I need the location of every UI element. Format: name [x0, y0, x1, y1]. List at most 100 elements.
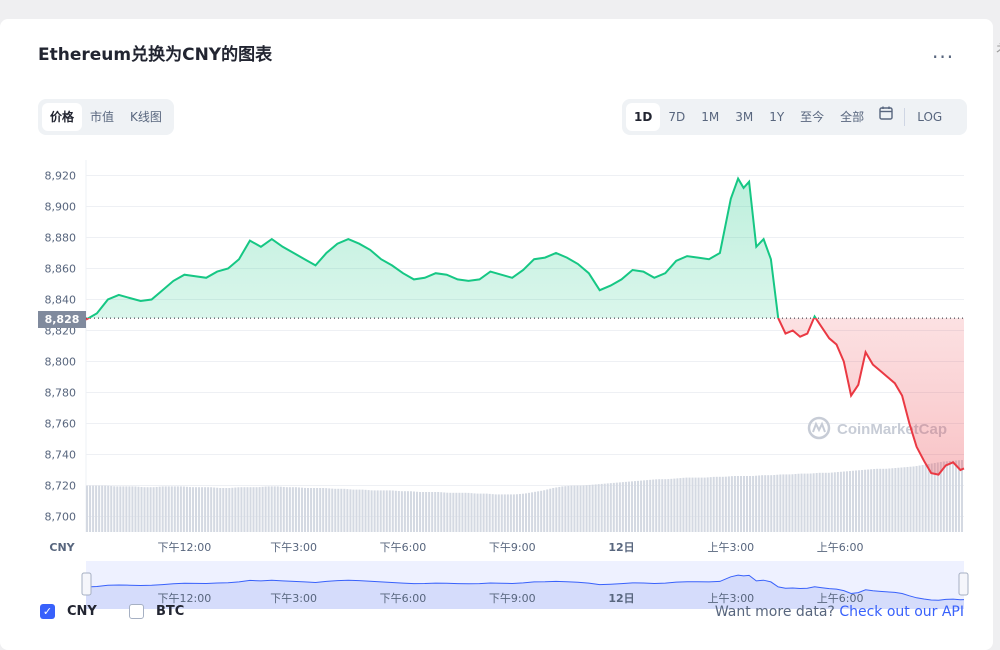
volume-bar — [455, 492, 458, 532]
volume-bar — [930, 463, 933, 532]
volume-bar — [388, 490, 391, 532]
checkbox-unchecked-icon[interactable] — [129, 604, 144, 619]
volume-bar — [951, 460, 954, 532]
volume-bar — [358, 489, 361, 532]
volume-bar — [876, 468, 879, 532]
volume-bar — [464, 492, 467, 532]
tab-market-cap[interactable]: 市值 — [90, 110, 115, 124]
range-1y[interactable]: 1Y — [769, 110, 785, 124]
volume-bar — [915, 466, 918, 532]
volume-bar — [188, 487, 191, 532]
volume-bar — [788, 474, 791, 532]
volume-bar — [237, 487, 240, 532]
volume-bar — [715, 476, 718, 532]
volume-bar — [313, 488, 316, 532]
volume-bar — [767, 475, 770, 532]
volume-bar — [851, 470, 855, 532]
range-1d[interactable]: 1D — [626, 103, 661, 131]
volume-bar — [706, 477, 709, 532]
volume-bar — [912, 466, 915, 532]
range-all[interactable]: 全部 — [840, 110, 865, 124]
volume-bar — [449, 492, 452, 532]
volume-bar — [830, 472, 833, 532]
volume-bar — [164, 486, 167, 532]
navigator-right-handle[interactable] — [958, 572, 969, 596]
volume-bar — [119, 486, 122, 532]
y-tick-label: 8,700 — [45, 511, 77, 524]
volume-bar — [158, 486, 161, 532]
volume-bar — [328, 488, 331, 532]
volume-bar — [640, 480, 643, 532]
volume-bar — [494, 494, 497, 532]
volume-bar — [721, 476, 724, 532]
volume-bar — [370, 490, 373, 532]
volume-bar — [900, 467, 903, 532]
volume-bar — [864, 469, 867, 532]
volume-bar — [615, 482, 618, 532]
calendar-icon[interactable] — [872, 103, 900, 131]
volume-bar — [104, 485, 107, 532]
volume-bar — [276, 486, 279, 532]
volume-bar — [249, 487, 252, 532]
volume-bar — [134, 486, 137, 532]
volume-bar — [409, 491, 412, 532]
volume-bar — [579, 485, 582, 532]
log-scale-button[interactable]: LOG — [917, 110, 943, 124]
volume-bar — [140, 486, 143, 532]
volume-bar — [110, 486, 113, 532]
navigator-x-axis: 下午12:00 下午3:00 下午6:00 下午9:00 12日 上午3:00 上午6:00 — [158, 592, 864, 605]
y-tick-label: 8,800 — [45, 356, 77, 369]
volume-bar — [742, 476, 746, 532]
volume-bar — [512, 494, 515, 532]
navigator-tick-label: 上午6:00 — [817, 592, 864, 605]
volume-bar — [334, 488, 337, 532]
legend-cny[interactable]: ✓ CNY — [40, 604, 97, 619]
volume-bar — [764, 475, 767, 532]
area-below-baseline — [86, 318, 964, 475]
volume-bar — [861, 470, 864, 532]
checkbox-checked-icon[interactable]: ✓ — [40, 604, 55, 619]
legend-btc-label: BTC — [156, 604, 185, 619]
volume-bar — [749, 476, 752, 532]
volume-bar — [131, 486, 134, 532]
range-navigator[interactable]: 下午12:00 下午3:00 下午6:00 下午9:00 12日 上午3:00 上午6:00 — [81, 561, 969, 609]
range-1m[interactable]: 1M — [701, 110, 720, 124]
volume-bar — [685, 477, 688, 532]
api-link[interactable]: Check out our API — [839, 604, 964, 620]
volume-bar — [888, 468, 891, 532]
range-7d[interactable]: 7D — [668, 110, 686, 124]
volume-bar — [294, 487, 297, 532]
volume-bar — [939, 461, 942, 532]
navigator-tick-label: 下午6:00 — [380, 592, 427, 605]
volume-bar — [267, 486, 270, 532]
volume-bar — [476, 493, 479, 532]
volume-bar — [924, 464, 927, 532]
volume-bar — [833, 472, 836, 532]
volume-bar — [282, 486, 285, 532]
tab-price[interactable]: 价格 — [42, 103, 83, 131]
volume-bar — [434, 492, 437, 532]
volume-bar — [297, 487, 300, 532]
legend-btc[interactable]: BTC — [129, 604, 184, 619]
volume-bar — [712, 476, 715, 532]
volume-bar — [537, 491, 540, 532]
volume-bar — [500, 494, 503, 532]
volume-bar — [467, 492, 470, 532]
range-ytd[interactable]: 至今 — [800, 110, 825, 124]
navigator-left-handle[interactable] — [81, 572, 92, 596]
volume-bar — [815, 473, 818, 532]
volume-bar — [310, 488, 313, 532]
range-3m[interactable]: 3M — [735, 110, 754, 124]
volume-bar — [600, 483, 603, 532]
volume-bar — [216, 487, 219, 532]
volume-bar — [606, 483, 609, 532]
volume-bar — [497, 494, 500, 532]
volume-bar — [234, 487, 237, 532]
tab-candlestick[interactable]: K线图 — [130, 110, 162, 124]
navigator-area — [86, 575, 964, 609]
volume-bar — [621, 482, 624, 532]
more-options-icon[interactable]: ... — [932, 39, 955, 63]
volume-bar — [827, 472, 830, 532]
volume-bar — [570, 485, 573, 532]
